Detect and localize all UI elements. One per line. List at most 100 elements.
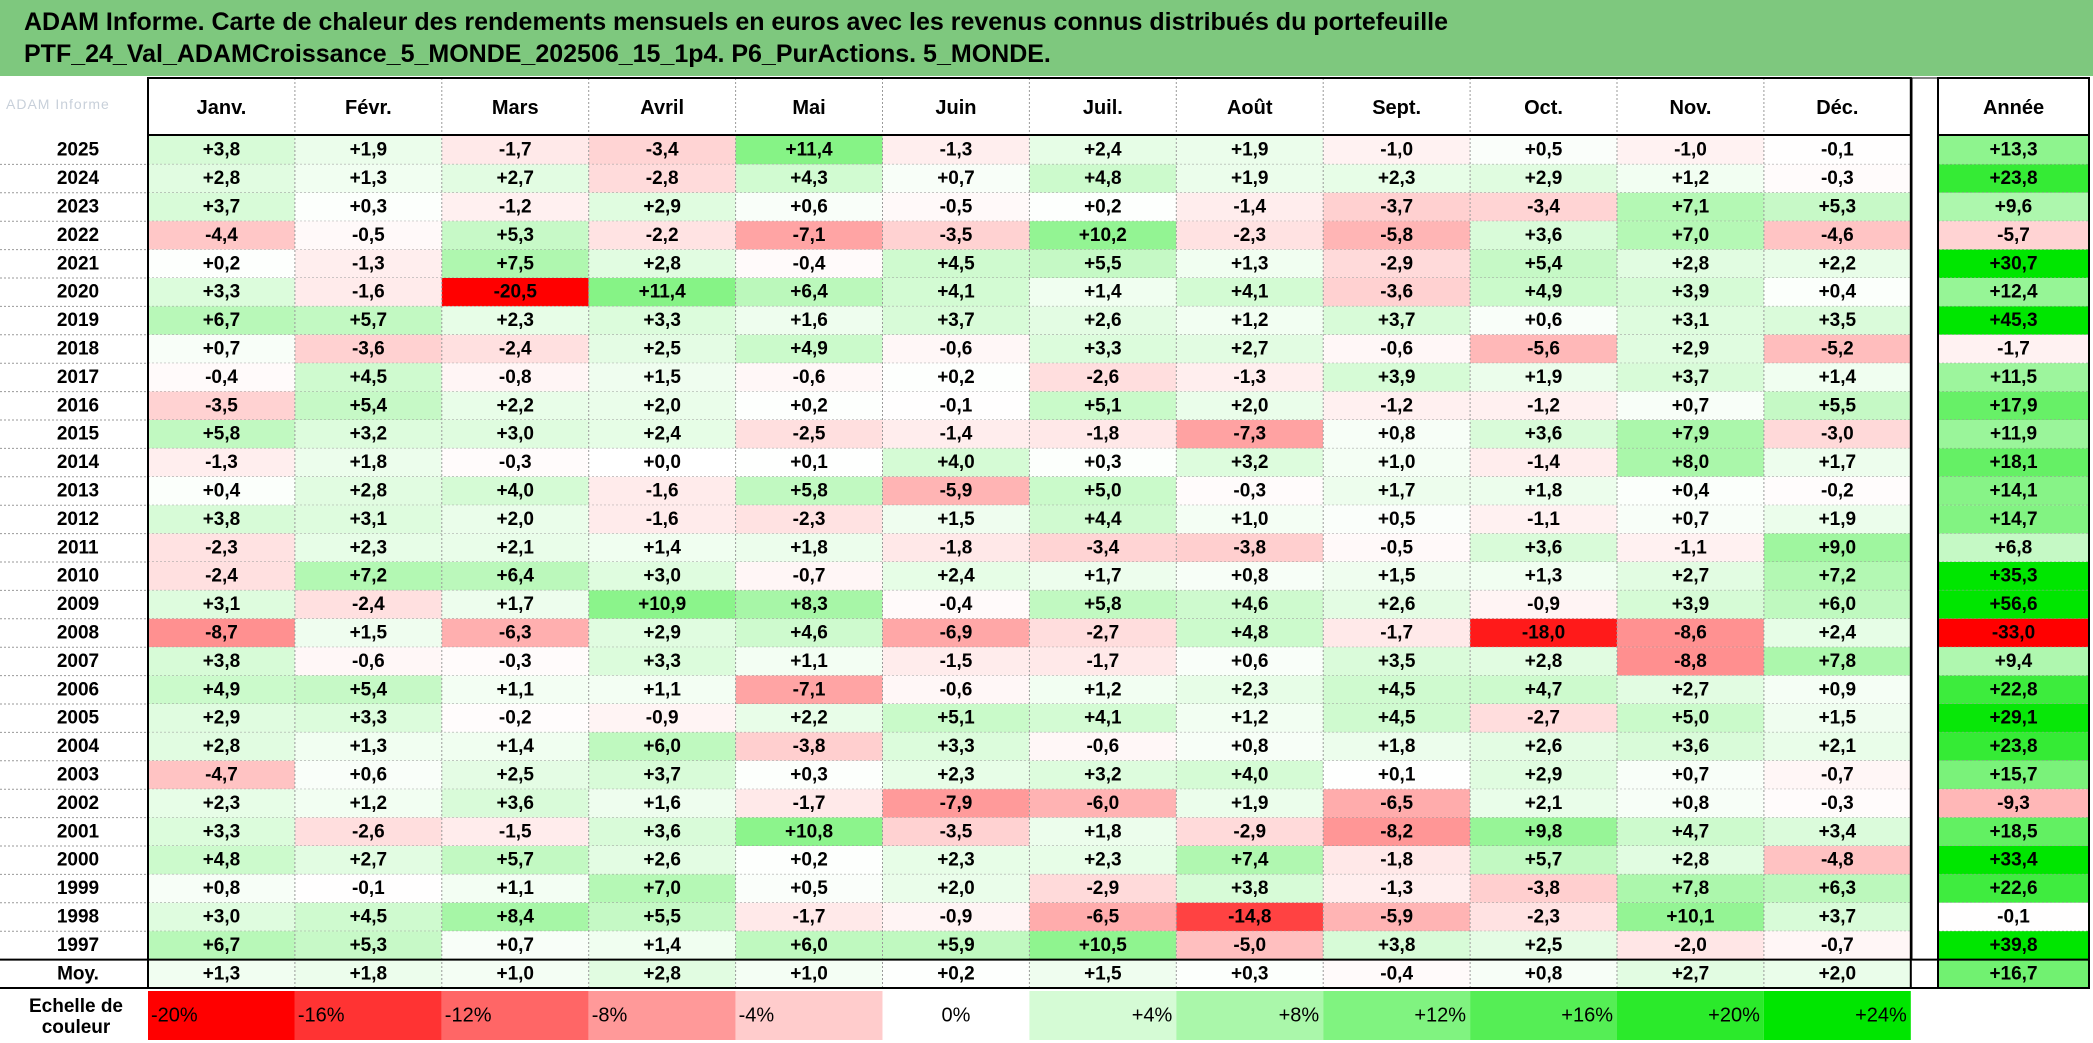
heat-cell bbox=[1470, 590, 1617, 619]
heat-cell bbox=[1323, 306, 1471, 335]
heat-cell-value: -0,6 bbox=[352, 651, 385, 672]
heat-cell-value: +7,5 bbox=[496, 253, 534, 274]
heat-cell bbox=[148, 647, 295, 676]
heat-cell bbox=[294, 675, 442, 704]
heat-cell-value: +11,4 bbox=[639, 282, 686, 303]
heat-cell-value: +3,9 bbox=[1672, 594, 1710, 615]
heat-cell-value: -0,4 bbox=[940, 594, 973, 615]
heat-cell-value: -4,6 bbox=[1821, 225, 1854, 246]
heat-cell bbox=[1176, 420, 1324, 449]
heat-cell-value: -2,3 bbox=[205, 537, 238, 558]
annual-cell bbox=[1938, 931, 2089, 960]
year-label: 2011 bbox=[57, 537, 99, 558]
heat-cell bbox=[1029, 704, 1177, 733]
year-label: 2003 bbox=[57, 765, 99, 786]
heat-cell bbox=[441, 902, 589, 932]
heat-cell bbox=[1323, 902, 1471, 932]
heat-cell-value: +0,8 bbox=[1231, 566, 1269, 587]
heat-cell-value: -0,6 bbox=[1086, 736, 1119, 757]
heat-cell-value: +3,5 bbox=[1819, 310, 1857, 331]
average-cell-value: +0,8 bbox=[1525, 963, 1563, 984]
heat-cell bbox=[441, 476, 589, 506]
heat-cell bbox=[588, 732, 736, 761]
heat-cell bbox=[1617, 391, 1764, 420]
annual-cell-value: +56,6 bbox=[1989, 594, 2037, 615]
annual-cell-value: -1,7 bbox=[1997, 339, 2030, 360]
heat-cell bbox=[1323, 334, 1471, 364]
annual-cell bbox=[1938, 249, 2089, 278]
average-cell bbox=[1763, 959, 1911, 988]
heat-cell-value: +2,1 bbox=[1819, 736, 1857, 757]
heat-cell-value: +5,0 bbox=[1084, 481, 1122, 502]
heat-cell-value: +1,2 bbox=[1231, 310, 1269, 331]
average-cell-value: -0,4 bbox=[1380, 963, 1413, 984]
scale-swatch bbox=[1617, 991, 1764, 1040]
heat-cell bbox=[735, 363, 883, 392]
annual-cell-value: +35,3 bbox=[1989, 566, 2037, 587]
heat-cell-value: -0,3 bbox=[1821, 793, 1854, 814]
heat-cell bbox=[1323, 221, 1471, 250]
heat-cell-value: -1,2 bbox=[1527, 395, 1560, 416]
heat-cell-value: +3,6 bbox=[496, 793, 534, 814]
heat-cell bbox=[1470, 562, 1617, 591]
heat-cell-value: -7,9 bbox=[940, 793, 973, 814]
heat-cell bbox=[1763, 278, 1911, 307]
heat-cell-value: +1,3 bbox=[1525, 566, 1563, 587]
heat-cell-value: +2,3 bbox=[937, 765, 975, 786]
heat-cell bbox=[441, 192, 589, 222]
heat-cell-value: +4,8 bbox=[1231, 623, 1269, 644]
annual-cell bbox=[1938, 760, 2089, 790]
heat-cell bbox=[1617, 136, 1764, 165]
heat-cell bbox=[1323, 476, 1471, 506]
heat-cell-value: +3,8 bbox=[1231, 878, 1269, 899]
heat-cell-value: -1,3 bbox=[1380, 878, 1413, 899]
heat-cell bbox=[1029, 391, 1177, 420]
heat-cell-value: +1,8 bbox=[350, 452, 388, 473]
heat-cell bbox=[1470, 760, 1617, 790]
year-label: 2025 bbox=[57, 140, 100, 161]
heat-cell-value: -5,9 bbox=[940, 481, 973, 502]
heat-cell-value: +5,0 bbox=[1672, 708, 1710, 729]
heat-cell-value: +3,7 bbox=[1672, 367, 1710, 388]
year-label: 2019 bbox=[57, 310, 99, 331]
heat-cell-value: +4,3 bbox=[790, 168, 828, 189]
heat-cell-value: +2,9 bbox=[1525, 765, 1563, 786]
heat-cell-value: -0,1 bbox=[1821, 140, 1854, 161]
heat-cell-value: -0,3 bbox=[1233, 481, 1266, 502]
heat-cell bbox=[294, 647, 442, 676]
heat-cell-value: -6,3 bbox=[499, 623, 532, 644]
heat-cell bbox=[882, 760, 1030, 790]
heat-cell bbox=[1617, 760, 1764, 790]
scale-swatch bbox=[441, 991, 589, 1040]
heat-cell-value: +2,9 bbox=[643, 623, 681, 644]
heat-cell bbox=[588, 902, 736, 932]
heat-cell-value: +6,7 bbox=[203, 935, 241, 956]
heat-cell-value: -1,1 bbox=[1527, 509, 1560, 530]
annual-cell bbox=[1938, 874, 2089, 903]
heat-cell-value: +4,9 bbox=[203, 679, 241, 700]
heat-cell bbox=[148, 306, 295, 335]
heat-cell-value: +1,9 bbox=[1231, 793, 1269, 814]
heat-cell-value: -2,4 bbox=[205, 566, 238, 587]
heat-cell bbox=[148, 704, 295, 733]
heat-cell bbox=[1176, 505, 1324, 534]
heat-cell-value: +7,0 bbox=[643, 878, 681, 899]
heat-cell bbox=[1176, 817, 1324, 846]
year-label: 2005 bbox=[57, 708, 100, 729]
heat-cell-value: +2,0 bbox=[496, 509, 534, 530]
chart-title-line2: PTF_24_Val_ADAMCroissance_5_MONDE_202506… bbox=[24, 40, 1051, 68]
month-header: Mars bbox=[492, 97, 539, 119]
heat-cell-value: -5,6 bbox=[1527, 339, 1560, 360]
heat-cell-value: +0,5 bbox=[1378, 509, 1416, 530]
heat-cell-value: +2,6 bbox=[1084, 310, 1122, 331]
annual-cell-value: +22,8 bbox=[1989, 679, 2037, 700]
heat-cell-value: -8,6 bbox=[1674, 623, 1707, 644]
heat-cell bbox=[1029, 192, 1177, 222]
scale-label: Echelle de bbox=[29, 996, 123, 1017]
heat-cell-value: +1,1 bbox=[790, 651, 828, 672]
heat-cell bbox=[441, 846, 589, 875]
heat-cell-value: +5,4 bbox=[350, 679, 388, 700]
heat-cell bbox=[441, 221, 589, 250]
heat-cell bbox=[1176, 590, 1324, 619]
heat-cell-value: +9,8 bbox=[1525, 821, 1563, 842]
